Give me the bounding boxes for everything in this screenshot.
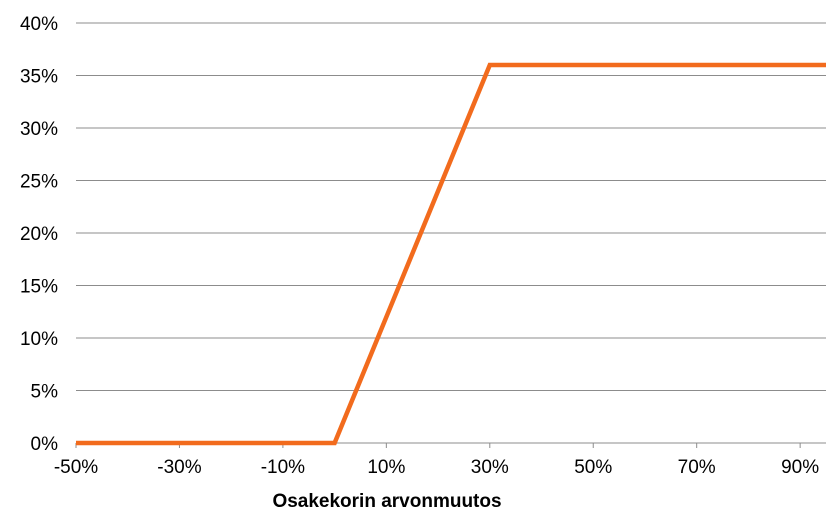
y-tick-label: 15% <box>20 277 58 298</box>
y-tick-label: 20% <box>20 224 58 245</box>
x-axis-label: Osakekorin arvonmuutos <box>272 491 501 512</box>
x-tick-label: 10% <box>367 457 405 478</box>
series-layer <box>76 62 826 446</box>
y-tick-label: 35% <box>20 67 58 88</box>
x-tick-label: 70% <box>678 457 716 478</box>
y-axis-tick-labels: 0% 5% 10% 15% 20% 25% 30% 35% 40% <box>20 14 58 455</box>
y-tick-label: 10% <box>20 329 58 350</box>
x-tick-label: -50% <box>54 457 98 478</box>
x-tick-label: 30% <box>471 457 509 478</box>
y-tick-label: 0% <box>31 434 59 455</box>
gridlines <box>76 22 826 391</box>
y-tick-label: 30% <box>20 119 58 140</box>
y-tick-label: 5% <box>31 382 59 403</box>
x-tick-label: -30% <box>157 457 201 478</box>
x-axis-tick-labels: -50% -30% -10% 10% 30% 50% 70% 90% <box>54 457 819 478</box>
y-tick-label: 25% <box>20 172 58 193</box>
x-tick-label: -10% <box>261 457 305 478</box>
x-tick-label: 90% <box>781 457 819 478</box>
x-tick-label: 50% <box>574 457 612 478</box>
y-tick-label: 40% <box>20 14 58 35</box>
series-line <box>76 62 826 446</box>
